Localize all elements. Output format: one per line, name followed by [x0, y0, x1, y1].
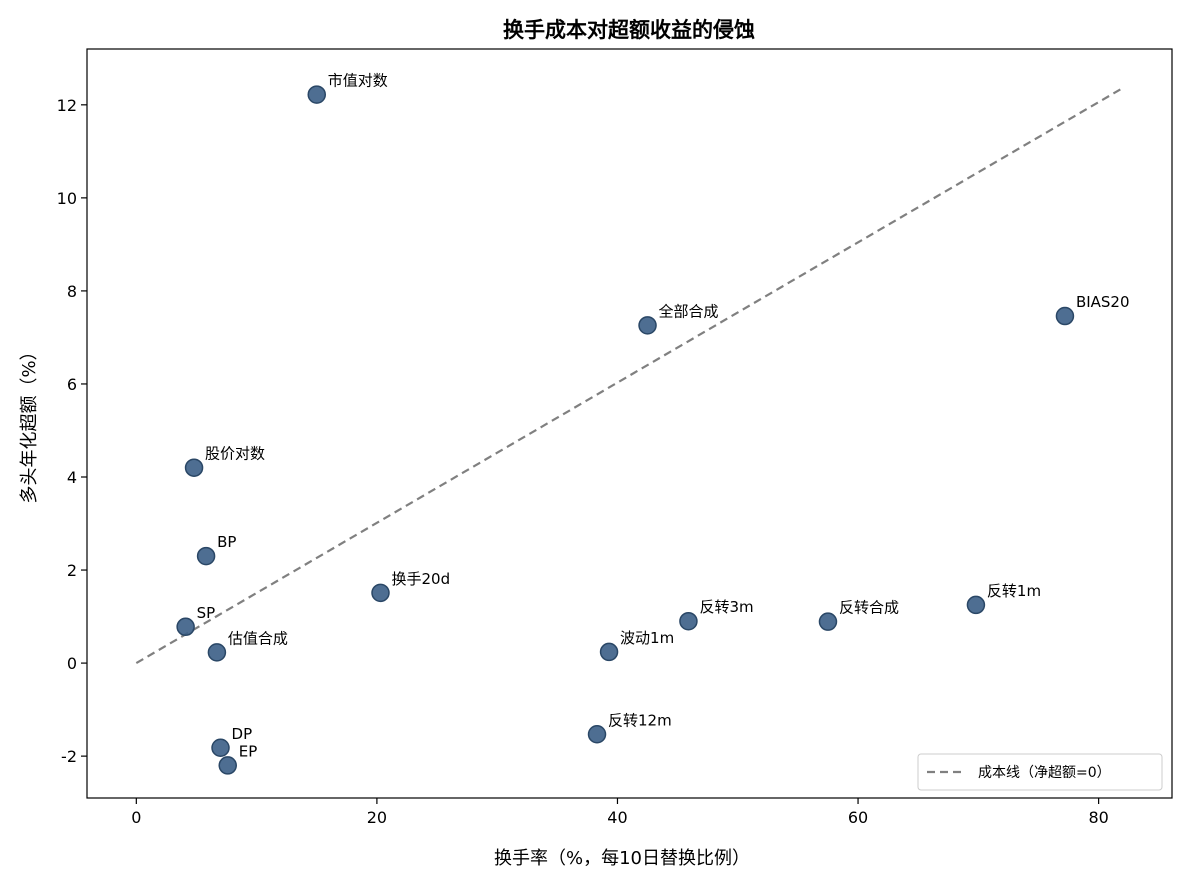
y-tick-label: 4 — [67, 468, 77, 487]
y-tick-label: 6 — [67, 375, 77, 394]
legend-label: 成本线（净超额=0） — [978, 765, 1111, 781]
chart-title: 换手成本对超额收益的侵蚀 — [503, 18, 755, 42]
x-tick-label: 60 — [848, 808, 868, 827]
point-label: 波动1m — [620, 629, 674, 647]
point-label: 反转3m — [699, 598, 753, 616]
data-point — [638, 316, 657, 335]
y-axis: -2 0 2 4 6 8 10 12 — [57, 96, 87, 766]
y-tick-label: 8 — [67, 282, 77, 301]
x-tick-label: 0 — [131, 808, 141, 827]
point-label: 股价对数 — [205, 445, 265, 463]
cost-line — [135, 87, 1124, 665]
data-point — [371, 583, 390, 603]
data-point — [207, 643, 227, 662]
y-tick-label: 12 — [57, 96, 77, 115]
data-point — [679, 611, 698, 631]
point-label: 反转12m — [608, 711, 672, 729]
point-label: DP — [232, 725, 253, 743]
y-tick-label: 0 — [67, 654, 77, 673]
data-point — [218, 756, 237, 775]
point-label: 换手20d — [392, 570, 451, 588]
legend-box — [917, 753, 1163, 791]
data-point — [587, 725, 607, 744]
x-tick-label: 80 — [1088, 808, 1108, 827]
x-tick-label: 40 — [607, 808, 627, 827]
data-point — [818, 612, 838, 631]
y-tick-label: 2 — [67, 561, 77, 580]
x-tick-label: 20 — [367, 808, 387, 827]
point-label: 反转1m — [987, 582, 1041, 600]
point-label: BP — [217, 533, 236, 551]
data-point — [966, 595, 986, 615]
point-label: 全部合成 — [659, 302, 719, 320]
y-tick-label: 10 — [57, 189, 77, 208]
data-point — [1055, 306, 1075, 326]
data-point — [184, 458, 204, 477]
point-label: 估值合成 — [228, 629, 288, 647]
data-point — [599, 642, 619, 662]
x-axis-label: 换手率（%，每10日替换比例） — [494, 848, 750, 869]
data-point — [211, 738, 230, 758]
data-point — [176, 617, 195, 637]
legend: 成本线（净超额=0） — [917, 753, 1163, 791]
data-points — [176, 85, 1075, 775]
point-label: 反转合成 — [839, 599, 899, 617]
y-axis-label: 多头年化超额（%） — [19, 342, 40, 503]
plot-area — [86, 48, 1173, 799]
point-label: SP — [197, 604, 216, 622]
point-label: 市值对数 — [328, 72, 388, 90]
x-axis: 0 20 40 60 80 — [131, 798, 1109, 827]
point-label: EP — [239, 742, 258, 760]
point-label: BIAS20 — [1076, 293, 1130, 311]
data-point — [196, 546, 216, 566]
y-tick-label: -2 — [61, 747, 77, 766]
data-point — [307, 85, 327, 104]
